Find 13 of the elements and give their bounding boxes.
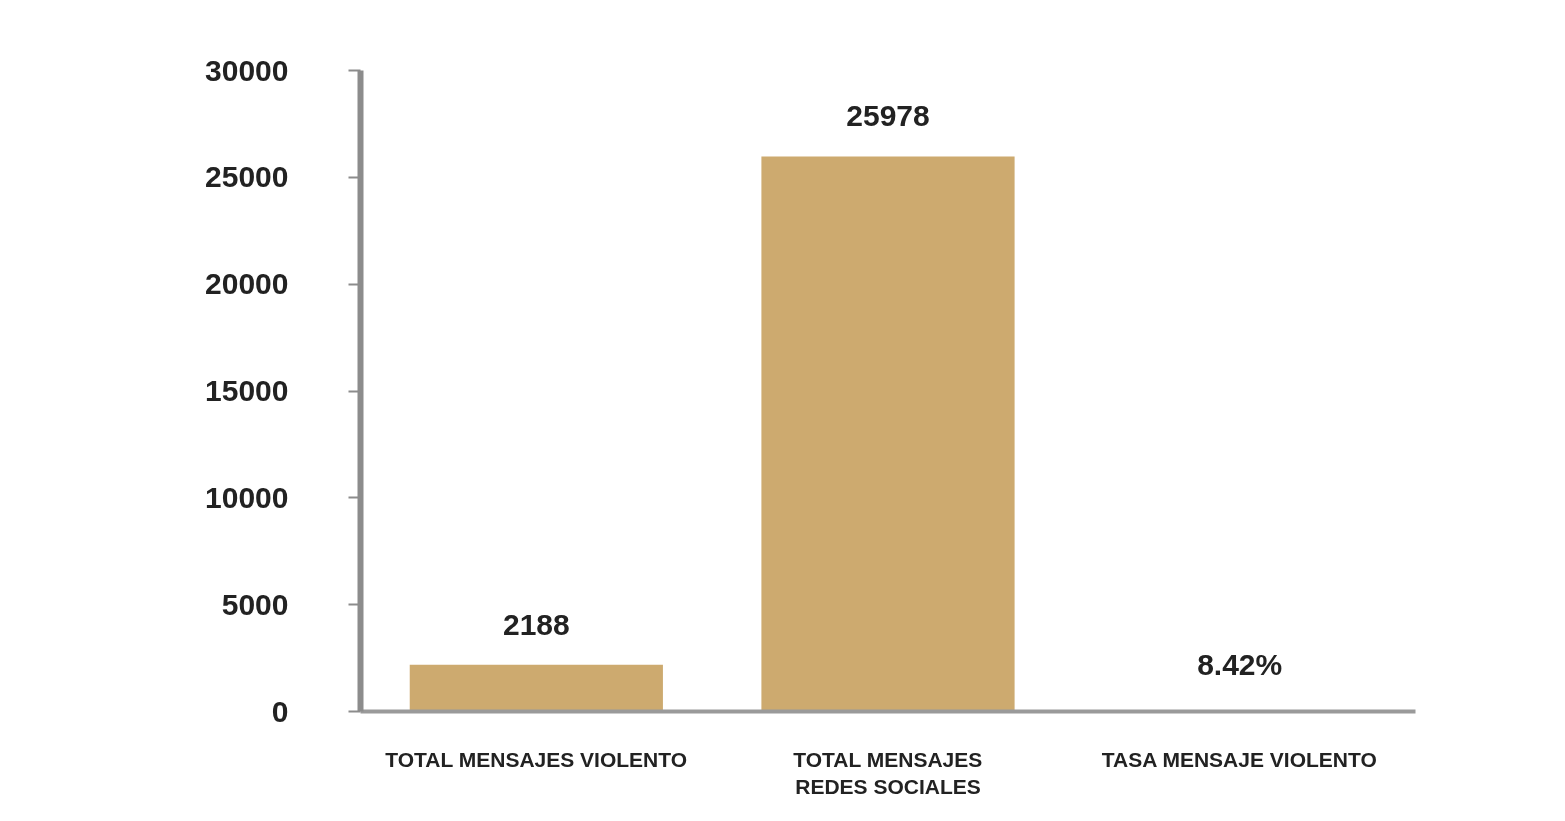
data-label: 8.42% <box>1197 648 1283 682</box>
y-tick-label: 20000 <box>205 267 289 301</box>
x-tick-label: TOTAL MENSAJES VIOLENTO <box>385 747 688 771</box>
y-tick-label: 5000 <box>221 587 289 621</box>
x-tick-label: TASA MENSAJE VIOLENTO <box>1101 747 1377 771</box>
y-tick-label: 0 <box>271 694 289 728</box>
data-label: 2188 <box>502 607 570 641</box>
y-tick-label: 25000 <box>205 160 289 194</box>
y-tick-label: 15000 <box>205 374 289 407</box>
y-tick-label: 10000 <box>205 480 289 514</box>
x-tick-label: TOTAL MENSAJES REDES SOCIALES <box>793 747 983 799</box>
data-label: 25978 <box>846 99 930 133</box>
y-tick-label: 30000 <box>205 53 289 87</box>
